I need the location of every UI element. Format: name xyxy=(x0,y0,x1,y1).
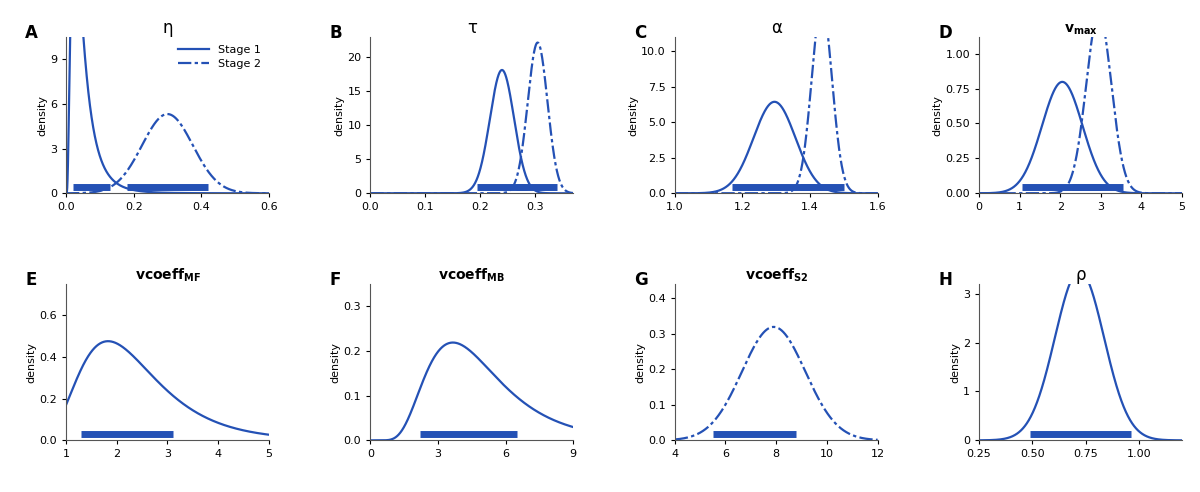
Title: η: η xyxy=(162,19,173,37)
Text: D: D xyxy=(938,25,953,42)
Y-axis label: density: density xyxy=(26,341,36,383)
Title: $\bf{v}_{\bf{max}}$: $\bf{v}_{\bf{max}}$ xyxy=(1063,23,1098,37)
Text: H: H xyxy=(938,272,953,289)
Title: $\bf{vcoeff}_{\bf{MB}}$: $\bf{vcoeff}_{\bf{MB}}$ xyxy=(438,267,505,284)
Y-axis label: density: density xyxy=(37,94,47,136)
Title: α: α xyxy=(770,19,781,37)
Title: $\bf{vcoeff}_{\bf{S2}}$: $\bf{vcoeff}_{\bf{S2}}$ xyxy=(744,267,808,284)
Y-axis label: density: density xyxy=(635,341,646,383)
Text: B: B xyxy=(330,25,342,42)
Text: F: F xyxy=(330,272,341,289)
Text: C: C xyxy=(634,25,647,42)
Y-axis label: density: density xyxy=(932,94,942,136)
Y-axis label: density: density xyxy=(950,341,960,383)
Y-axis label: density: density xyxy=(331,341,341,383)
Title: $\bf{vcoeff}_{\bf{MF}}$: $\bf{vcoeff}_{\bf{MF}}$ xyxy=(134,267,200,284)
Text: A: A xyxy=(25,25,38,42)
Y-axis label: density: density xyxy=(335,94,344,136)
Text: G: G xyxy=(634,272,648,289)
Text: E: E xyxy=(25,272,37,289)
Title: τ: τ xyxy=(467,19,476,37)
Y-axis label: density: density xyxy=(629,94,638,136)
Title: ρ: ρ xyxy=(1075,266,1086,284)
Legend: Stage 1, Stage 2: Stage 1, Stage 2 xyxy=(176,42,263,71)
